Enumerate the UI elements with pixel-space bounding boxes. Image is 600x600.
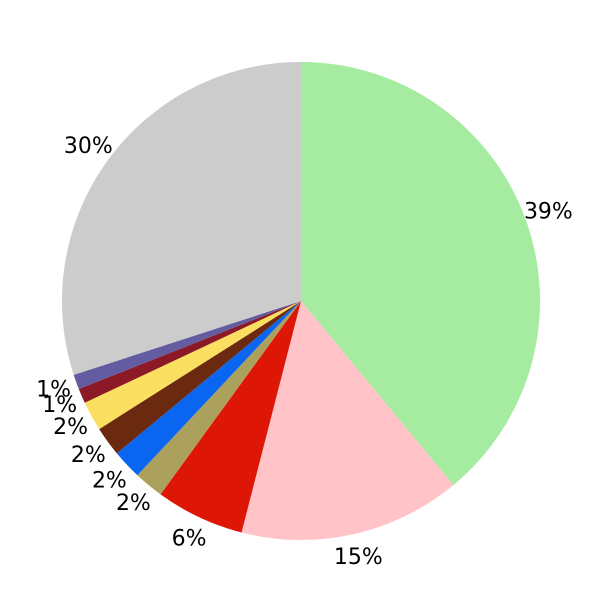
pie-slice-0 (301, 62, 541, 486)
percent-label-4: 2% (92, 469, 127, 494)
percent-label-8: 1% (36, 378, 71, 403)
percent-label-5: 2% (71, 443, 106, 468)
pie-slice-8 (73, 301, 302, 389)
pie-slice-9 (61, 62, 301, 375)
pie-slice-2 (160, 301, 301, 533)
pie-slice-4 (116, 301, 301, 476)
percent-label-7: 1% (42, 393, 77, 418)
percent-label-3: 2% (116, 491, 151, 516)
percent-label-9: 30% (64, 134, 113, 159)
pie-slice-6 (84, 301, 301, 430)
percent-label-6: 2% (53, 415, 88, 440)
percent-label-0: 39% (524, 199, 573, 224)
percent-label-2: 6% (172, 526, 207, 551)
pie-slice-5 (99, 301, 302, 454)
percent-label-1: 15% (334, 545, 383, 570)
pie-slice-7 (78, 301, 302, 403)
pie-slice-1 (241, 301, 454, 540)
pie-slice-3 (137, 301, 301, 495)
